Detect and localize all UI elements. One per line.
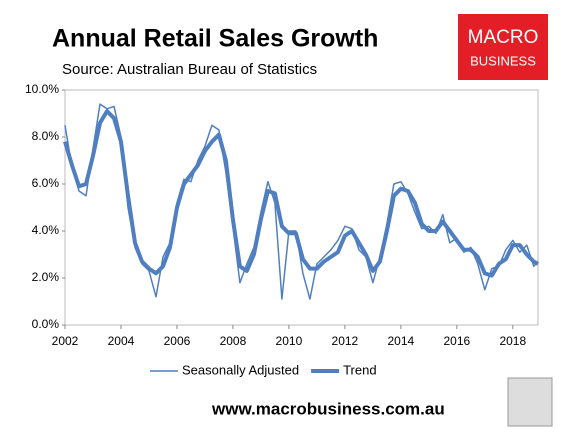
y-tick-label: 4.0%	[32, 223, 60, 237]
chart-subtitle: Source: Australian Bureau of Statistics	[62, 61, 317, 78]
x-tick-label: 2012	[332, 334, 359, 348]
x-tick-label: 2018	[499, 334, 526, 348]
x-tick-label: 2010	[276, 334, 303, 348]
footer: www.macrobusiness.com.au	[211, 399, 445, 418]
y-tick-label: 8.0%	[32, 129, 60, 143]
chart-title: Annual Retail Sales Growth	[52, 25, 378, 53]
x-tick-label: 2006	[164, 334, 191, 348]
legend-label: Trend	[343, 362, 376, 377]
y-tick-label: 0.0%	[32, 317, 60, 331]
logo-text: MACRO	[468, 27, 539, 48]
legend-label: Seasonally Adjusted	[182, 362, 299, 377]
plot-area	[64, 89, 539, 326]
wolf-icon	[507, 377, 553, 427]
y-tick-label: 10.0%	[25, 82, 59, 96]
y-tick-label: 2.0%	[32, 270, 60, 284]
y-tick-label: 6.0%	[32, 176, 60, 190]
x-tick-label: 2016	[443, 334, 470, 348]
x-tick-label: 2008	[220, 334, 247, 348]
x-tick-label: 2002	[52, 334, 79, 348]
x-tick-label: 2014	[388, 334, 415, 348]
logo-text: BUSINESS	[470, 53, 536, 68]
logo-box	[458, 14, 548, 80]
x-tick-label: 2004	[108, 334, 135, 348]
series-line	[63, 109, 539, 278]
